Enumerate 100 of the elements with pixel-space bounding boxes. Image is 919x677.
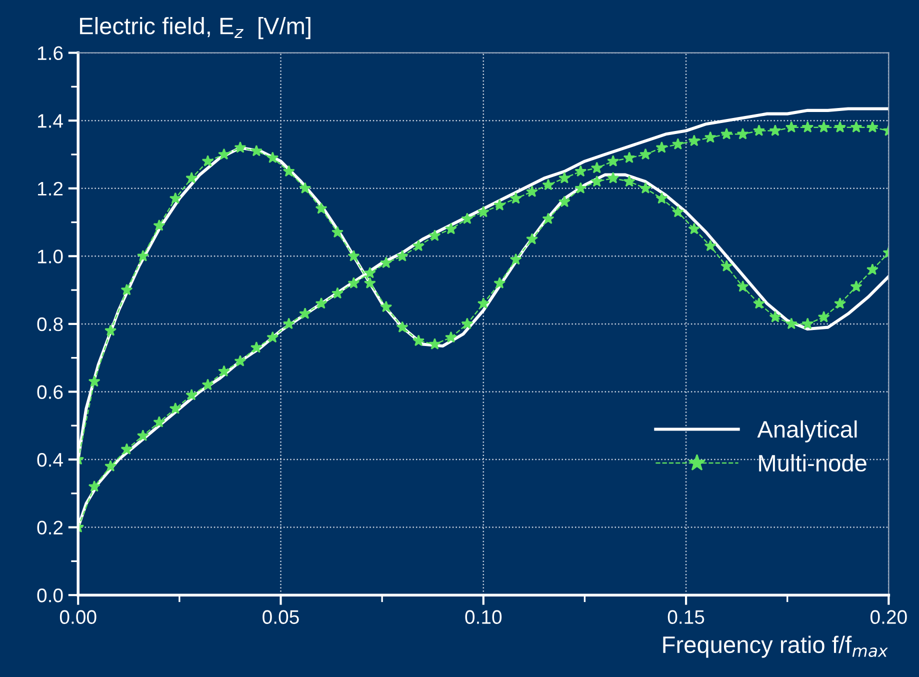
- point: [769, 124, 782, 136]
- point: [574, 182, 587, 194]
- point: [315, 297, 328, 309]
- y-tick-label: 1.4: [38, 114, 63, 128]
- point: [656, 141, 668, 153]
- point: [169, 402, 182, 414]
- point: [753, 297, 765, 309]
- y-tick-label: 1.2: [38, 182, 63, 196]
- point: [88, 480, 100, 492]
- legend-label: Analytical: [757, 420, 857, 442]
- point: [444, 222, 457, 234]
- point: [850, 121, 862, 133]
- point: [542, 178, 554, 190]
- y-tick-label: 1.6: [38, 46, 63, 60]
- point: [785, 121, 798, 133]
- point: [785, 318, 798, 330]
- point: [332, 287, 344, 299]
- point: [218, 365, 230, 377]
- point: [332, 226, 344, 238]
- point: [590, 162, 603, 174]
- point: [266, 331, 279, 343]
- point: [299, 308, 312, 319]
- point: [282, 165, 295, 177]
- point: [607, 172, 620, 184]
- point: [299, 182, 312, 194]
- point: [348, 250, 360, 262]
- point: [510, 192, 522, 204]
- y-tick-label: 0.6: [37, 385, 63, 399]
- point: [623, 175, 636, 187]
- point: [526, 186, 538, 197]
- y-axis-title: Electric field, E$_{z}$ [V/m]: [80, 17, 310, 40]
- point: [396, 321, 408, 333]
- point: [477, 206, 490, 218]
- point: [477, 297, 490, 309]
- point: [704, 131, 716, 143]
- point: [202, 155, 214, 166]
- x-tick-label: 0.20: [870, 610, 907, 624]
- point: [104, 324, 117, 336]
- x-tick-label: 0.10: [465, 610, 502, 624]
- x-tick-label: 0.05: [262, 610, 299, 624]
- point: [558, 196, 570, 208]
- point: [444, 331, 457, 343]
- point: [88, 375, 100, 387]
- y-tick-label: 1.0: [38, 250, 63, 264]
- point: [834, 297, 846, 309]
- point: [623, 152, 636, 164]
- point: [266, 152, 279, 164]
- point: [672, 138, 684, 150]
- point: [866, 121, 878, 133]
- point: [736, 280, 749, 292]
- point: [753, 124, 765, 136]
- y-tick-label: 0.8: [37, 317, 63, 332]
- point: [153, 219, 166, 231]
- point: [169, 192, 182, 204]
- point: [866, 263, 878, 275]
- point: [688, 134, 700, 146]
- point: [364, 277, 376, 288]
- point: [186, 172, 198, 184]
- point: [348, 277, 360, 288]
- point: [396, 250, 408, 262]
- y-tick-label: 0.4: [37, 452, 63, 467]
- x-tick-label: 0.15: [668, 610, 704, 624]
- point: [380, 300, 392, 312]
- point: [802, 121, 814, 133]
- point: [428, 338, 441, 350]
- point: [542, 212, 554, 224]
- y-tick-label: 0.2: [37, 520, 63, 535]
- point: [656, 192, 668, 204]
- point: [526, 232, 538, 244]
- point: [736, 128, 749, 140]
- x-axis-title: Frequency ratio f/f$_{max}$: [663, 636, 888, 658]
- point: [250, 144, 262, 156]
- point: [494, 199, 506, 211]
- point: [315, 202, 328, 214]
- point: [688, 222, 700, 234]
- point: [510, 253, 522, 265]
- point: [720, 260, 733, 272]
- point: [250, 341, 262, 353]
- point: [104, 460, 117, 472]
- x-tick-label: 0.00: [60, 610, 96, 624]
- point: [412, 334, 425, 346]
- point: [834, 121, 846, 133]
- point: [120, 443, 133, 455]
- point: [640, 148, 652, 160]
- point: [461, 212, 474, 224]
- point: [640, 182, 652, 194]
- point: [672, 206, 684, 218]
- point: [202, 378, 214, 390]
- point: [282, 318, 295, 330]
- point: [234, 354, 246, 366]
- point: [607, 155, 620, 166]
- point: [769, 310, 782, 322]
- point: [590, 175, 603, 187]
- point: [818, 310, 830, 322]
- point: [234, 141, 246, 153]
- point: [802, 318, 814, 330]
- point: [818, 121, 830, 133]
- point: [494, 277, 506, 288]
- point: [153, 416, 166, 428]
- point: [186, 388, 198, 400]
